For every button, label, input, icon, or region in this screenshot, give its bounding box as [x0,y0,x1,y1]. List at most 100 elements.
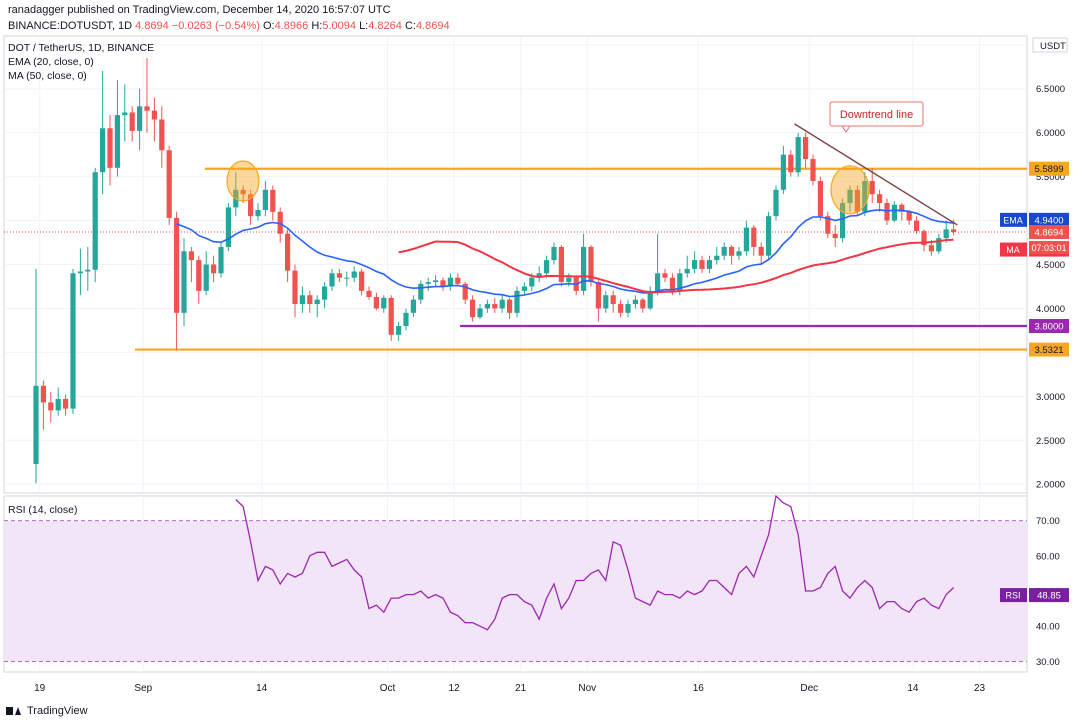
candle-body [166,150,172,218]
ema-value-label: 4.9400 [1034,215,1063,226]
candle [484,299,490,313]
time-tick-label: 14 [907,683,919,694]
candle-body [795,137,801,173]
publisher-line: ranadagger published on TradingView.com,… [8,4,391,16]
candle-body [891,204,897,221]
candle [418,280,424,305]
candle-body [536,273,542,278]
candle-body [729,246,735,256]
candle-body [299,295,305,305]
rsi-tick-label: 40.00 [1036,622,1060,633]
candle [359,268,365,296]
candle-body [447,277,453,287]
candle-body [440,280,446,287]
candle-body [366,290,372,298]
candle-body [603,295,609,309]
last-price-value-label: 4.8694 [1034,228,1063,239]
candle [396,321,402,341]
candle-body [914,220,920,232]
candle [447,273,453,291]
publish-header: ranadagger published on TradingView.com,… [8,2,450,32]
peak-highlight-circle [226,160,260,202]
candle-body [847,189,853,203]
candle-body [869,181,875,195]
tradingview-logo-icon [6,705,22,717]
candle-body [743,227,749,252]
rsi-band [5,520,1026,662]
candle-body [40,385,46,403]
candle-body [255,210,261,217]
time-tick-label: Sep [134,683,152,694]
downtrend-callout [829,101,924,127]
indicators [176,208,954,298]
candle-body [33,385,39,464]
candle [521,282,527,296]
candle-body [55,398,61,411]
candle [188,246,194,283]
candle-body [499,299,505,309]
ohlc-open-label: O: [263,20,275,32]
candle-body [359,271,365,291]
rsi-tick-label: 30.00 [1036,657,1060,668]
candle [85,246,91,291]
candle [936,233,942,254]
candle-body [921,231,927,246]
candle-body [248,194,254,217]
symbol-label: BINANCE:DOTUSDT, 1D [8,20,133,32]
time-tick-label: 16 [693,683,705,694]
candle [159,106,165,168]
candle [55,387,61,416]
candle-body [625,304,631,313]
candle-body [595,282,601,309]
level-label-resistance: 5.5899 [1034,164,1063,175]
candle-body [669,277,675,291]
candle-body [425,282,431,284]
candle [107,115,113,186]
candle-body [188,251,194,261]
footer: TradingView [6,702,88,720]
candle [780,145,786,195]
ema-legend: EMA (20, close, 0) [8,56,94,68]
candle [714,246,720,265]
candle [92,167,98,283]
axes: 2.00002.50003.00003.50004.00004.50005.00… [34,37,1069,694]
candle [914,216,920,234]
candle-body [433,280,439,283]
candle [181,238,187,327]
candle-body [558,246,564,283]
candle-body [292,270,298,305]
candle-body [684,268,690,274]
price-tick-label: 3.0000 [1036,392,1065,403]
currency-box [1032,37,1068,53]
candle [581,233,587,296]
candle-body [285,233,291,271]
ohlc-high-value: 5.0094 [322,20,356,32]
price-change: −0.0263 (−0.54%) [171,20,260,32]
candle [595,280,601,322]
candle [906,210,912,225]
level-label-support2: 3.5321 [1034,345,1063,356]
candle [514,286,520,318]
candle [899,202,905,221]
candle [403,308,409,331]
candle [151,97,157,142]
candle-body [225,207,231,247]
ma-name-label: MA [1006,245,1020,255]
last-price: 4.8694 [135,20,169,32]
candle [862,172,868,217]
candle-body [632,299,638,305]
candle-body [514,290,520,313]
candle-body [262,189,268,211]
candle-body [85,269,91,272]
candle-body [551,246,557,261]
ma-legend: MA (50, close, 0) [8,70,87,82]
candle-body [388,297,394,335]
candle [803,132,809,168]
candle [248,189,254,225]
candle [174,211,180,350]
candle-body [211,264,217,274]
candle [462,282,468,305]
candle [122,84,128,142]
candle-body [410,299,416,313]
